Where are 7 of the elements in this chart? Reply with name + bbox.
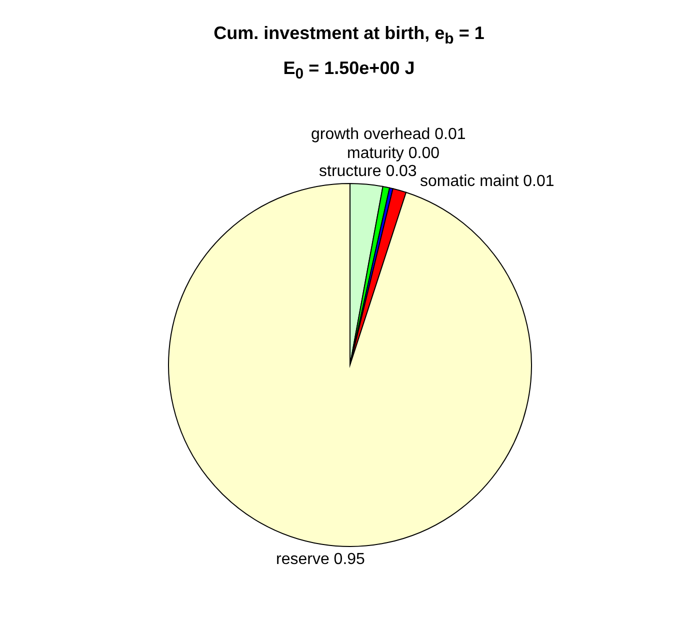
chart-title: Cum. investment at birth, e$_{b}$ = 1: [212, 23, 486, 48]
slice-label: somatic maint 0.01: [420, 172, 554, 190]
slice-label: growth overhead 0.01: [311, 126, 466, 143]
slice-label: structure 0.03: [319, 162, 417, 180]
slice-label: reserve 0.95: [276, 550, 366, 568]
chart-subtitle: E$_{0}$ = 1.50e+00 J: [282, 58, 416, 83]
slice-label: maturity 0.00: [347, 144, 440, 162]
